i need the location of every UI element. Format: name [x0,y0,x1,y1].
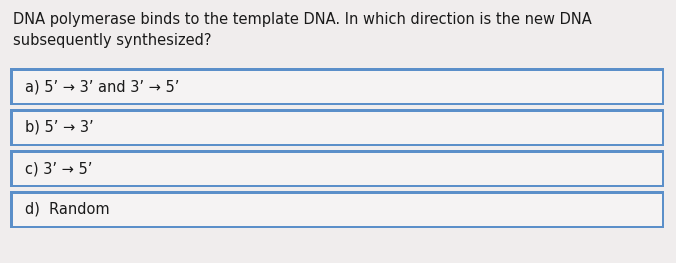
Text: c) 3’ → 5’: c) 3’ → 5’ [25,161,93,176]
Text: b) 5’ → 3’: b) 5’ → 3’ [25,120,93,135]
Text: d)  Random: d) Random [25,202,110,217]
FancyBboxPatch shape [10,68,664,105]
FancyBboxPatch shape [10,109,664,146]
Text: a) 5’ → 3’ and 3’ → 5’: a) 5’ → 3’ and 3’ → 5’ [25,79,179,94]
FancyBboxPatch shape [12,70,662,103]
FancyBboxPatch shape [12,194,662,225]
FancyBboxPatch shape [10,150,664,187]
FancyBboxPatch shape [12,153,662,185]
FancyBboxPatch shape [10,191,664,228]
FancyBboxPatch shape [12,112,662,144]
Text: DNA polymerase binds to the template DNA. In which direction is the new DNA
subs: DNA polymerase binds to the template DNA… [13,12,592,48]
